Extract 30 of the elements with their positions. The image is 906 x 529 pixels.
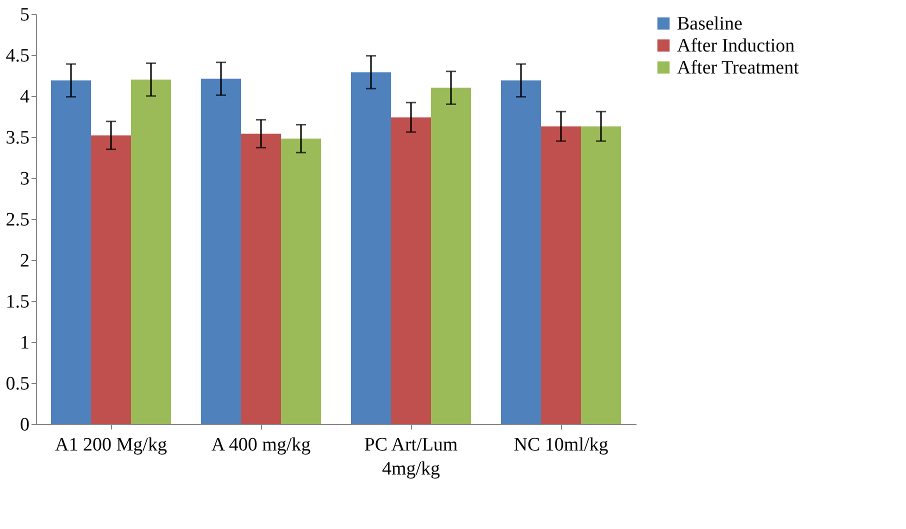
- y-tick-label: 3: [20, 168, 30, 190]
- bar: [351, 72, 391, 424]
- y-tick-label: 0: [20, 414, 30, 436]
- bar: [131, 80, 171, 424]
- y-tick-label: 4: [20, 86, 30, 108]
- bar: [431, 88, 471, 424]
- bar: [51, 80, 91, 424]
- y-tick-label: 2: [20, 250, 30, 272]
- y-tick-label: 3.5: [6, 128, 30, 148]
- bar: [391, 117, 431, 424]
- y-tick-label: 1.5: [6, 292, 30, 312]
- y-tick-label: 0.5: [6, 374, 30, 394]
- y-tick-label: 2.5: [6, 210, 30, 230]
- y-tick-label: 5: [20, 4, 30, 26]
- x-tick-label: PC Art/Lum 4mg/kg: [364, 434, 458, 480]
- legend-label: After Induction: [677, 36, 796, 56]
- legend-label: After Treatment: [677, 58, 800, 78]
- bar: [241, 134, 281, 424]
- bar: [201, 78, 241, 424]
- legend-label: Baseline: [677, 14, 742, 34]
- x-tick-label: NC 10ml/kg: [514, 434, 609, 456]
- y-tick-label: 1: [20, 332, 30, 354]
- bar: [91, 135, 131, 424]
- y-tick-label: 4.5: [6, 46, 30, 66]
- bar: [541, 126, 581, 424]
- bar: [281, 138, 321, 424]
- x-tick-label: A1 200 Mg/kg: [55, 434, 168, 456]
- bar: [581, 126, 621, 424]
- x-tick-label: A 400 mg/kg: [211, 434, 312, 456]
- bar: [501, 80, 541, 424]
